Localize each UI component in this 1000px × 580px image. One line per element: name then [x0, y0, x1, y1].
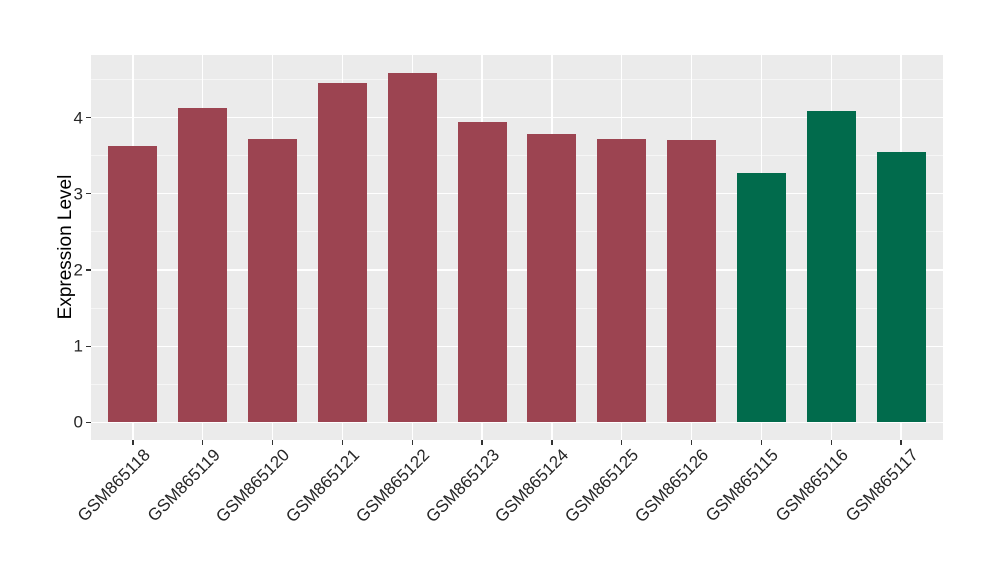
y-tick-label: 1: [73, 336, 83, 356]
x-tick-label: GSM865119: [143, 445, 224, 526]
y-tick-label: 4: [73, 108, 83, 127]
plot-panel: [91, 55, 943, 440]
y-tick-label: 0: [73, 412, 83, 432]
x-tick-label: GSM865117: [841, 445, 922, 526]
x-tick-label: GSM865118: [73, 445, 154, 526]
bar-GSM865116: [806, 111, 856, 423]
y-tick-label: 2: [73, 260, 83, 280]
x-tick-mark: [481, 440, 483, 445]
gridline-major: [91, 345, 943, 347]
x-tick-mark: [621, 440, 623, 445]
x-tick-mark: [202, 440, 204, 445]
gridline-minor: [91, 307, 943, 309]
bar-GSM865126: [667, 140, 717, 423]
x-tick-mark: [341, 440, 344, 445]
x-tick-label: GSM865116: [771, 445, 852, 526]
x-tick-mark: [830, 440, 832, 445]
x-tick-mark: [411, 440, 413, 445]
y-tick-mark: [86, 116, 91, 119]
x-tick-label: GSM865115: [702, 445, 783, 526]
x-tick-label: GSM865125: [561, 445, 643, 527]
x-tick-mark: [760, 440, 763, 445]
bar-GSM865124: [527, 133, 577, 423]
x-tick-label: GSM865120: [212, 445, 294, 527]
x-tick-mark: [271, 440, 274, 445]
y-tick-mark: [86, 193, 91, 195]
gridline-minor: [91, 155, 943, 157]
gridline-major: [91, 193, 943, 195]
bar-GSM865122: [387, 72, 437, 423]
bar-GSM865125: [597, 138, 647, 423]
x-tick-mark: [551, 440, 553, 445]
x-tick-label: GSM865122: [352, 445, 433, 527]
gridline-major: [91, 116, 943, 119]
bar-GSM865118: [108, 145, 158, 423]
y-tick-mark: [86, 269, 91, 271]
bar-GSM865115: [736, 173, 786, 423]
gridline-minor: [91, 383, 943, 385]
x-tick-mark: [132, 440, 134, 445]
x-tick-label: GSM865123: [421, 445, 503, 527]
gridline-minor: [91, 231, 943, 233]
y-tick-mark: [86, 345, 91, 347]
y-tick-mark: [86, 421, 91, 424]
x-tick-mark: [690, 440, 693, 445]
x-tick-label: GSM865124: [491, 445, 573, 527]
bar-GSM865123: [457, 122, 507, 423]
gridline-major: [91, 269, 943, 271]
x-tick-mark: [900, 440, 902, 445]
bar-GSM865121: [317, 83, 367, 423]
gridline-minor: [91, 78, 943, 80]
bar-GSM865119: [178, 108, 228, 423]
x-tick-label: GSM865121: [282, 445, 364, 527]
bar-GSM865120: [248, 138, 297, 423]
x-tick-label: GSM865126: [631, 445, 713, 527]
bar-GSM865117: [876, 151, 926, 423]
y-tick-label: 3: [73, 184, 83, 204]
gridline-major: [91, 421, 943, 424]
